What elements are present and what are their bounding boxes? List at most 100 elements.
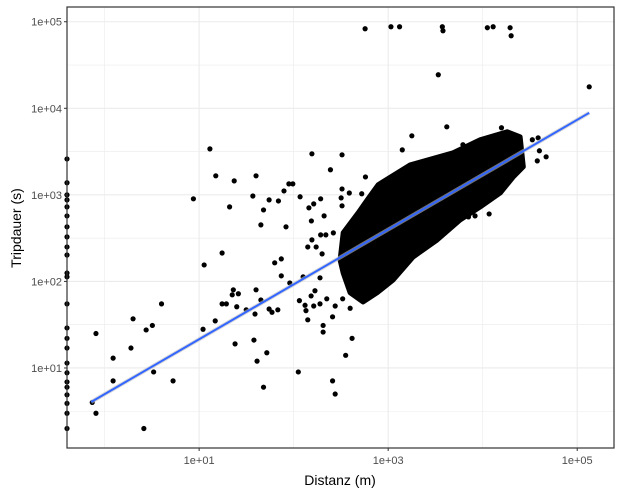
data-point bbox=[296, 298, 302, 304]
data-point bbox=[472, 213, 478, 219]
x-tick-label: 1e+05 bbox=[562, 455, 593, 467]
data-point bbox=[253, 173, 259, 179]
data-point bbox=[320, 322, 326, 329]
data-point bbox=[460, 142, 466, 148]
data-point bbox=[359, 191, 365, 197]
data-point bbox=[272, 260, 278, 266]
data-point bbox=[141, 425, 147, 432]
data-point bbox=[308, 218, 314, 224]
y-tick-label: 1e+01 bbox=[31, 363, 62, 375]
data-point bbox=[409, 133, 415, 139]
data-point bbox=[444, 124, 450, 130]
data-point bbox=[200, 326, 206, 332]
data-point bbox=[465, 214, 472, 220]
data-point bbox=[264, 350, 270, 356]
data-point bbox=[295, 369, 301, 375]
data-point bbox=[486, 211, 492, 217]
data-point bbox=[319, 251, 325, 257]
data-point bbox=[297, 194, 303, 200]
data-point bbox=[258, 222, 264, 228]
data-points bbox=[64, 24, 592, 432]
data-point bbox=[305, 317, 311, 323]
data-point bbox=[309, 151, 315, 157]
data-point bbox=[330, 230, 336, 236]
data-point bbox=[219, 301, 225, 307]
data-point bbox=[234, 304, 240, 310]
data-point bbox=[343, 352, 349, 358]
data-point bbox=[213, 173, 219, 179]
data-point bbox=[529, 137, 535, 143]
trend-line-group bbox=[90, 111, 591, 404]
data-point bbox=[283, 224, 289, 230]
axis-ticks: 1e+01 1e+03 1e+05 1e+01 1e+02 1e+03 1e+04 1e+05 bbox=[31, 17, 593, 467]
data-point bbox=[110, 378, 116, 384]
data-point bbox=[508, 33, 514, 39]
y-tick-label: 1e+03 bbox=[31, 190, 62, 202]
data-point bbox=[317, 301, 323, 307]
data-point bbox=[340, 296, 346, 302]
x-tick-label: 1e+01 bbox=[184, 455, 215, 467]
data-point bbox=[309, 237, 315, 243]
data-point bbox=[543, 154, 549, 160]
data-point bbox=[275, 307, 281, 313]
data-point bbox=[223, 301, 229, 307]
data-point bbox=[535, 135, 541, 141]
data-point bbox=[93, 330, 99, 337]
data-point bbox=[231, 178, 237, 184]
data-point bbox=[321, 213, 327, 219]
data-point bbox=[327, 167, 334, 173]
data-point bbox=[308, 293, 314, 299]
data-point bbox=[226, 204, 233, 210]
data-point bbox=[207, 146, 213, 152]
data-point bbox=[318, 196, 324, 202]
data-point bbox=[536, 148, 542, 154]
data-point bbox=[151, 369, 157, 375]
data-point bbox=[323, 232, 329, 238]
data-point bbox=[266, 197, 272, 203]
data-point bbox=[286, 181, 292, 187]
data-point bbox=[534, 158, 540, 164]
data-point bbox=[362, 26, 368, 32]
dense-point-cloud bbox=[337, 129, 526, 305]
x-axis-title: Distanz (m) bbox=[304, 472, 376, 488]
data-point bbox=[339, 186, 345, 192]
data-point bbox=[312, 288, 318, 294]
panel-border bbox=[66, 6, 615, 449]
data-point bbox=[281, 188, 287, 194]
data-point bbox=[339, 152, 345, 158]
data-point bbox=[230, 287, 236, 293]
x-tick-label: 1e+03 bbox=[373, 455, 404, 467]
data-point bbox=[170, 378, 176, 384]
y-tick-label: 1e+02 bbox=[31, 276, 62, 288]
data-point bbox=[229, 292, 235, 298]
dense-cloud-region bbox=[337, 129, 526, 305]
data-point bbox=[320, 329, 326, 335]
data-point bbox=[305, 244, 311, 250]
data-point bbox=[149, 322, 155, 329]
data-point bbox=[332, 303, 338, 309]
data-point bbox=[332, 391, 338, 397]
data-point bbox=[313, 244, 319, 250]
data-point bbox=[190, 196, 197, 202]
data-point bbox=[439, 24, 445, 30]
data-point bbox=[340, 241, 346, 247]
data-point bbox=[278, 273, 284, 279]
data-point bbox=[338, 195, 344, 201]
data-point bbox=[317, 275, 323, 281]
data-point bbox=[329, 314, 336, 320]
data-point bbox=[212, 318, 218, 324]
data-point bbox=[362, 174, 369, 180]
data-point bbox=[388, 24, 394, 30]
y-tick-label: 1e+04 bbox=[31, 103, 62, 115]
data-point bbox=[324, 296, 330, 302]
data-point bbox=[254, 358, 260, 364]
data-point bbox=[440, 28, 446, 34]
data-point bbox=[93, 410, 99, 416]
data-point bbox=[318, 232, 324, 238]
data-point bbox=[346, 190, 352, 196]
data-point bbox=[435, 72, 441, 78]
data-point bbox=[219, 250, 225, 256]
data-point bbox=[349, 335, 355, 341]
data-point bbox=[498, 125, 505, 131]
